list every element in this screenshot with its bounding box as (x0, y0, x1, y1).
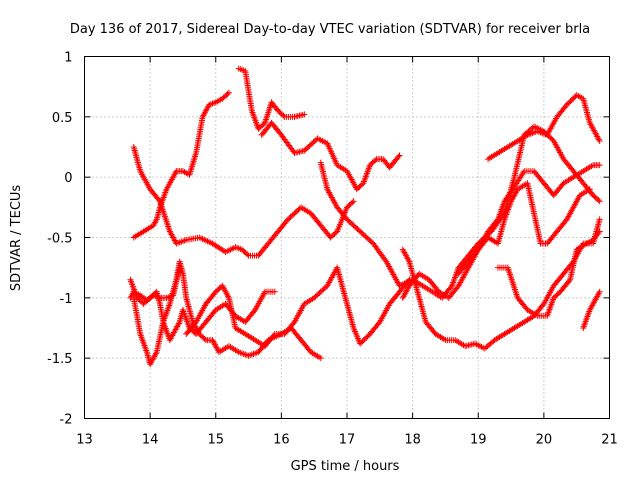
data-point (405, 278, 412, 285)
data-point (596, 228, 603, 235)
series-pass-15 (127, 264, 183, 304)
data-point (595, 229, 602, 236)
x-tick-label: 14 (142, 433, 159, 448)
series-pass-5 (317, 123, 603, 301)
data-point (176, 264, 183, 271)
x-tick-label: 20 (536, 433, 553, 448)
data-point (280, 112, 287, 119)
x-tick-label: 19 (470, 433, 487, 448)
series-pass-8 (183, 264, 413, 350)
data-point (301, 111, 308, 118)
series-pass-1 (130, 89, 232, 241)
y-tick-label: 0 (64, 171, 72, 186)
y-tick-label: 0.5 (52, 111, 73, 126)
data-point (317, 355, 324, 362)
data-point (595, 197, 602, 204)
data-point (224, 90, 231, 97)
series-pass-10 (485, 92, 603, 163)
x-tick-label: 18 (404, 433, 421, 448)
chart-title: Day 136 of 2017, Sidereal Day-to-day VTE… (70, 22, 590, 37)
data-point (596, 137, 603, 144)
data-point (244, 251, 251, 258)
series-pass-14 (580, 288, 603, 331)
data-point (271, 288, 278, 295)
data-point (490, 338, 497, 345)
data-point (155, 196, 162, 203)
data-point (596, 198, 603, 205)
x-tick-label: 21 (601, 433, 618, 448)
x-tick-label: 15 (207, 433, 224, 448)
y-tick-label: -0.5 (47, 232, 72, 247)
data-point (349, 199, 356, 206)
data-point (596, 288, 603, 295)
data-point (396, 152, 403, 159)
data-point (596, 216, 603, 223)
data-points (127, 65, 603, 368)
y-tick-label: -2 (60, 413, 73, 428)
y-axis-label: SDTVAR / TECUs (9, 185, 24, 292)
data-point (586, 186, 593, 193)
x-tick-label: 13 (76, 433, 93, 448)
data-point (372, 157, 379, 164)
data-point (350, 198, 357, 205)
data-point (225, 89, 232, 96)
data-point (270, 332, 277, 339)
data-point (395, 153, 402, 160)
x-tick-label: 16 (273, 433, 290, 448)
series-pass-4 (258, 119, 403, 193)
data-point (566, 278, 573, 285)
y-tick-label: -1.5 (47, 352, 72, 367)
data-point (596, 162, 603, 169)
y-tick-label: 1 (64, 51, 72, 66)
series-pass-2 (235, 65, 308, 132)
grid (84, 56, 610, 419)
series-pass-12 (399, 180, 593, 301)
series-pass-3 (130, 144, 357, 259)
y-tick-label: -1 (60, 292, 73, 307)
data-point (201, 335, 208, 342)
data-point (406, 276, 413, 283)
plot-frame (84, 56, 610, 419)
x-tick-label: 17 (339, 433, 356, 448)
axis-ticks: 13 14 15 16 17 18 19 20 21 -2 -1.5 -1 -0.5 0 0.5 1 (47, 51, 618, 448)
x-axis-label: GPS time / hours (291, 459, 400, 474)
series-pass-6 (127, 276, 278, 344)
series-pass-13 (494, 228, 603, 319)
data-point (510, 185, 517, 192)
